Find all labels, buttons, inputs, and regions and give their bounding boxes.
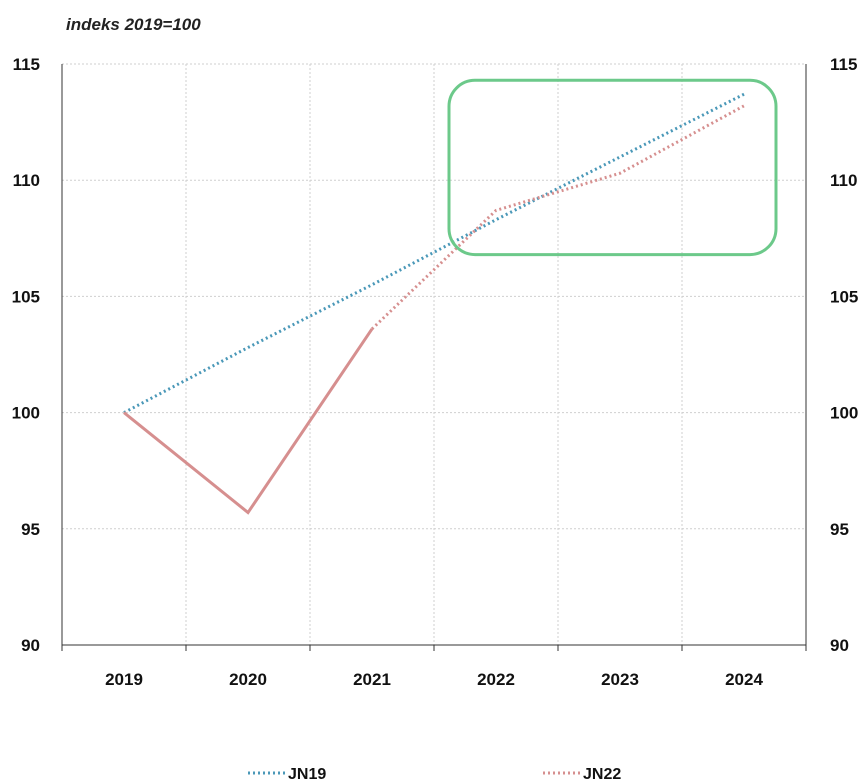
x-tick-2023: 2023 [601,670,639,689]
y-tick-left-105: 105 [12,287,40,306]
y-tick-left-90: 90 [21,636,40,655]
x-tick-2020: 2020 [229,670,267,689]
x-tick-2019: 2019 [105,670,143,689]
highlight-box [447,78,778,257]
x-tick-2021: 2021 [353,670,391,689]
y-tick-right-110: 110 [830,171,857,190]
y-axis-left-ticks: 90 95 100 105 110 115 [12,55,40,655]
series-line-jn22-dotted [370,104,745,331]
series-lines [123,92,745,515]
y-tick-right-105: 105 [830,287,858,306]
axes [61,64,807,651]
x-tick-2024: 2024 [725,670,763,689]
y-tick-right-100: 100 [830,404,858,423]
y-tick-left-100: 100 [12,404,40,423]
y-tick-right-90: 90 [830,636,849,655]
gridlines [62,63,806,645]
series-line-jn22-solid [123,328,374,515]
series-line-jn19 [123,92,745,414]
highlight-rect [447,78,778,257]
y-tick-right-95: 95 [830,520,849,539]
legend-label-jn22: JN22 [583,766,621,783]
y-tick-left-115: 115 [13,55,40,74]
y-axis-right-ticks: 90 95 100 105 110 115 [830,55,858,655]
y-tick-left-110: 110 [13,171,40,190]
y-tick-right-115: 115 [830,55,857,74]
chart-subtitle: indeks 2019=100 [66,15,201,34]
legend: JN19 JN22 [248,766,621,783]
x-axis-ticks: 2019 2020 2021 2022 2023 2024 [105,670,763,689]
legend-label-jn19: JN19 [288,766,326,783]
y-tick-left-95: 95 [21,520,40,539]
x-tick-2022: 2022 [477,670,515,689]
